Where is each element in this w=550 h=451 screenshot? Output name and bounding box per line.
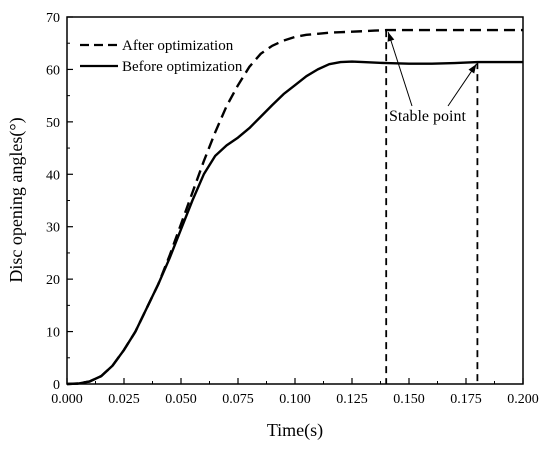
x-tick-label: 0.125 <box>336 392 368 407</box>
y-tick-label: 10 <box>46 326 60 341</box>
stable-point-markers <box>385 30 479 384</box>
annotation-arrows <box>387 31 477 107</box>
y-tick-label: 40 <box>46 168 60 183</box>
x-ticks: 0.000 0.025 0.050 0.075 0.100 0.125 0.150 0.175… <box>51 378 539 407</box>
x-tick-label: 0.200 <box>507 392 539 407</box>
x-tick-label: 0.075 <box>222 392 254 407</box>
x-tick-label: 0.025 <box>108 392 140 407</box>
series-before-optimization <box>66 60 523 386</box>
annotation-arrow-line <box>387 31 413 107</box>
y-tick-label: 0 <box>53 378 60 393</box>
legend-label-before: Before optimization <box>122 59 243 75</box>
annotation-stable-point: Stable point <box>387 31 477 125</box>
x-tick-label: 0.100 <box>279 392 311 407</box>
y-tick-label: 70 <box>46 11 60 26</box>
x-tick-label: 0.050 <box>165 392 197 407</box>
legend-label-after: After optimization <box>122 38 234 54</box>
y-tick-label: 60 <box>46 63 60 78</box>
y-tick-label: 30 <box>46 221 60 236</box>
annotation-arrow-head <box>387 32 395 42</box>
y-ticks: 0 10 20 30 40 50 60 70 <box>46 11 73 393</box>
x-tick-label: 0.175 <box>450 392 482 407</box>
series-after-optimization <box>66 28 523 386</box>
annotation-arrow-head <box>468 64 477 74</box>
legend: After optimization Before optimization <box>80 38 243 75</box>
annotation-label: Stable point <box>389 108 466 125</box>
y-tick-label: 20 <box>46 273 60 288</box>
x-tick-label: 0.150 <box>393 392 425 407</box>
y-axis-title: Disc opening angles(°) <box>6 117 27 282</box>
x-tick-label: 0.000 <box>51 392 83 407</box>
y-tick-label: 50 <box>46 116 60 131</box>
x-axis-title: Time(s) <box>267 420 323 441</box>
series-layer <box>66 28 523 386</box>
